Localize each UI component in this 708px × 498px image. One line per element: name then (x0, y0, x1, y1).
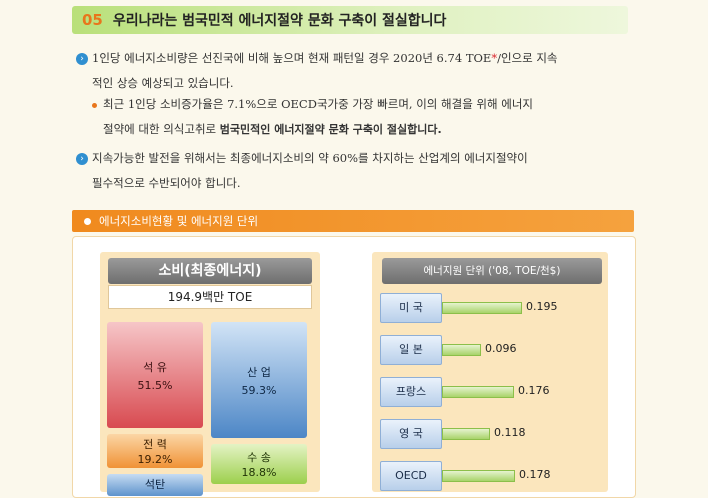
cell-electricity: 전 력 19.2% (107, 434, 203, 468)
bar-value-label: 0.096 (485, 342, 517, 355)
footnote-star: * (491, 51, 498, 65)
cell-transport-name: 수 송 (247, 451, 271, 464)
energy-unit-title: 에너지원 단위 ('08, TOE/천$) (382, 258, 602, 284)
arrow-bullet-icon: › (76, 153, 88, 165)
bar (442, 470, 515, 482)
p2-line-1: 지속가능한 발전을 위해서는 최종에너지소비의 약 60%를 차지하는 산업계의… (92, 151, 528, 165)
cell-oil-value: 51.5% (137, 378, 173, 392)
p2-line-2: 필수적으로 수반되어야 합니다. (92, 176, 241, 190)
cell-coal: 석탄 (107, 474, 203, 496)
cell-electricity-value: 19.2% (137, 453, 173, 466)
section-heading: 05 우리나라는 범국민적 에너지절약 문화 구축이 절실합니다 (72, 6, 628, 34)
sub-line-2-bold: 범국민적인 에너지절약 문화 구축이 절실합니다. (219, 123, 442, 136)
cell-industry: 산 업 59.3% (211, 322, 307, 438)
cell-electricity-name: 전 력 (143, 438, 167, 451)
sub-line-2-pre: 절약에 대한 의식고취로 (103, 122, 220, 136)
heading-title: 우리나라는 범국민적 에너지절약 문화 구축이 절실합니다 (112, 13, 447, 29)
bar (442, 302, 522, 314)
heading-number: 05 (82, 11, 103, 29)
cell-transport-value: 18.8% (241, 466, 277, 479)
cell-coal-name: 석탄 (144, 478, 166, 491)
country-label: 영 국 (380, 419, 442, 449)
arrow-bullet-icon: › (76, 53, 88, 65)
section-subheading: 에너지소비현황 및 에너지원 단위 (72, 210, 634, 232)
bar (442, 428, 490, 440)
sub-paragraph: 최근 1인당 소비증가율은 7.1%으로 OECD국가중 가장 빠르며, 이의 … (92, 92, 632, 142)
consumption-title: 소비(최종에너지) (108, 258, 312, 284)
country-label: 일 본 (380, 335, 442, 365)
bar-value-label: 0.176 (518, 384, 550, 397)
cell-industry-name: 산 업 (247, 365, 271, 379)
section-title: 에너지소비현황 및 에너지원 단위 (99, 214, 259, 228)
p1-text-pre: 1인당 에너지소비량은 선진국에 비해 높으며 현재 패턴일 경우 2020년 … (92, 51, 492, 65)
country-label: 프랑스 (380, 377, 442, 407)
circle-bullet-icon (84, 217, 91, 225)
country-label: 미 국 (380, 293, 442, 323)
bar-value-label: 0.118 (494, 426, 526, 439)
bar (442, 344, 481, 356)
cell-oil: 석 유 51.5% (107, 322, 203, 428)
dot-bullet-icon (92, 102, 97, 108)
bar (442, 386, 514, 398)
cell-industry-value: 59.3% (241, 383, 277, 397)
bar-value-label: 0.178 (519, 468, 551, 481)
sub-line-1: 최근 1인당 소비증가율은 7.1%으로 OECD국가중 가장 빠르며, 이의 … (103, 97, 533, 111)
energy-unit-box (372, 252, 608, 492)
bar-value-label: 0.195 (526, 300, 558, 313)
consumption-total: 194.9백만 TOE (108, 285, 312, 309)
cell-oil-name: 석 유 (143, 360, 167, 374)
p1-line-2: 적인 상승 예상되고 있습니다. (92, 76, 234, 90)
country-label: OECD (380, 461, 442, 491)
paragraph-2: › 지속가능한 발전을 위해서는 최종에너지소비의 약 60%를 차지하는 산업계… (76, 146, 636, 196)
cell-transport: 수 송 18.8% (211, 444, 307, 484)
paragraph-1: › 1인당 에너지소비량은 선진국에 비해 높으며 현재 패턴일 경우 2020년… (76, 46, 636, 96)
p1-text-post: /인으로 지속 (497, 51, 558, 65)
